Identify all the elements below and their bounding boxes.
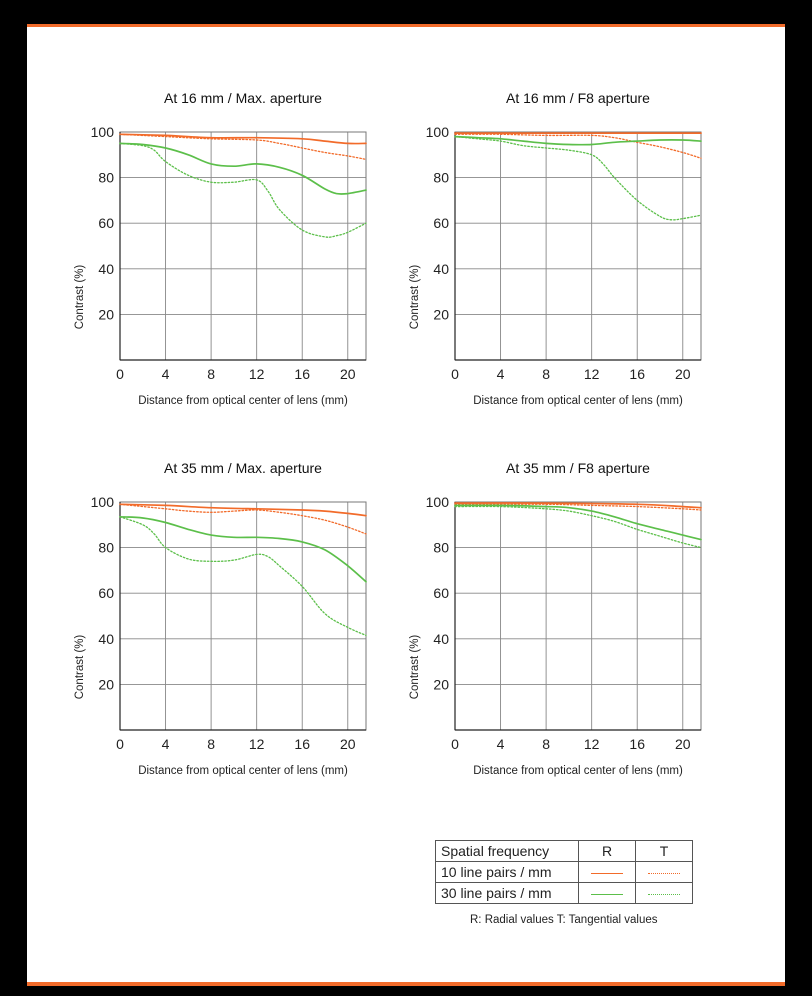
x-tick-label: 8 — [207, 736, 215, 752]
series-line-t10 — [119, 133, 367, 161]
chart-panel-3: At 35 mm / Max. aperture 0 4 8 12 16 20 20 40 60 8… — [74, 460, 367, 777]
chart-title: At 35 mm / F8 aperture — [506, 460, 650, 476]
chart-panel-1: At 16 mm / Max. aperture 0 4 8 12 16 20 20 40 60 8… — [74, 90, 367, 407]
swatch-t10 — [648, 872, 680, 874]
x-tick-label: 12 — [584, 366, 600, 382]
x-tick-label: 0 — [451, 366, 459, 382]
x-tick-label: 16 — [294, 736, 310, 752]
x-tick-label: 4 — [497, 366, 505, 382]
legend-header-label: Spatial frequency — [435, 840, 579, 862]
legend-row-10lp: 10 line pairs / mm — [435, 861, 693, 883]
plot-frame — [119, 131, 367, 361]
y-tick-label: 80 — [98, 540, 114, 556]
legend-swatch-r10 — [578, 861, 636, 883]
y-tick-label: 100 — [426, 494, 450, 510]
x-tick-label: 16 — [629, 736, 645, 752]
x-tick-label: 12 — [249, 736, 265, 752]
series-line-r30 — [454, 135, 702, 146]
y-axis-label: Contrast (%) — [74, 265, 86, 330]
y-tick-label: 60 — [98, 585, 114, 601]
y-tick-label: 20 — [433, 306, 449, 322]
x-tick-label: 8 — [207, 366, 215, 382]
x-tick-label: 16 — [629, 366, 645, 382]
x-tick-label: 16 — [294, 366, 310, 382]
legend-note: R: Radial values T: Tangential values — [470, 914, 658, 926]
series-line-r30 — [454, 504, 702, 541]
y-tick-label: 80 — [98, 170, 114, 186]
y-tick-label: 100 — [91, 494, 115, 510]
y-axis-label: Contrast (%) — [409, 265, 421, 330]
y-tick-label: 80 — [433, 540, 449, 556]
legend-swatch-r30 — [578, 882, 636, 904]
x-axis-label: Distance from optical center of lens (mm… — [473, 395, 683, 407]
y-tick-label: 60 — [433, 585, 449, 601]
series-line-t10 — [119, 503, 367, 535]
x-tick-label: 0 — [451, 736, 459, 752]
x-tick-label: 20 — [675, 366, 691, 382]
series-line-r10 — [454, 502, 702, 509]
legend-label-30lp: 30 line pairs / mm — [435, 882, 579, 904]
x-tick-label: 12 — [584, 736, 600, 752]
y-tick-label: 80 — [433, 170, 449, 186]
x-tick-label: 12 — [249, 366, 265, 382]
x-axis-label: Distance from optical center of lens (mm… — [138, 395, 348, 407]
series-line-t30 — [454, 135, 702, 221]
series-line-r10 — [119, 133, 367, 145]
chart-title: At 35 mm / Max. aperture — [164, 460, 322, 476]
x-tick-label: 4 — [497, 736, 505, 752]
legend-header-row: Spatial frequency R T — [435, 840, 693, 862]
y-tick-label: 20 — [433, 676, 449, 692]
swatch-t30 — [648, 893, 680, 895]
x-axis-label: Distance from optical center of lens (mm… — [473, 765, 683, 777]
y-tick-label: 60 — [433, 215, 449, 231]
y-tick-label: 40 — [98, 261, 114, 277]
legend-swatch-t30 — [635, 882, 693, 904]
x-tick-label: 4 — [162, 366, 170, 382]
x-tick-label: 0 — [116, 736, 124, 752]
series-line-t30 — [454, 505, 702, 549]
legend-row-30lp: 30 line pairs / mm — [435, 882, 693, 904]
y-tick-label: 20 — [98, 676, 114, 692]
legend-swatch-t10 — [635, 861, 693, 883]
series-line-r30 — [119, 142, 367, 195]
legend-label-10lp: 10 line pairs / mm — [435, 861, 579, 883]
y-tick-label: 40 — [433, 631, 449, 647]
legend-col-r: R — [578, 840, 636, 862]
legend-table: Spatial frequency R T 10 line pairs / mm… — [435, 840, 693, 904]
series-line-t30 — [119, 516, 367, 637]
plot-frame — [454, 131, 702, 361]
swatch-r30 — [591, 893, 623, 895]
legend-col-t: T — [635, 840, 693, 862]
y-axis-label: Contrast (%) — [409, 635, 421, 700]
x-axis-label: Distance from optical center of lens (mm… — [138, 765, 348, 777]
x-tick-label: 20 — [340, 736, 356, 752]
chart-panel-2: At 16 mm / F8 aperture 0 4 8 12 16 20 20 40 60 80 1… — [409, 90, 702, 407]
y-tick-label: 40 — [98, 631, 114, 647]
series-line-r30 — [119, 515, 367, 583]
chart-panel-4: At 35 mm / F8 aperture 0 4 8 12 16 20 20 40 60 80 1… — [409, 460, 702, 777]
y-tick-label: 100 — [426, 124, 450, 140]
y-tick-label: 100 — [91, 124, 115, 140]
x-tick-label: 8 — [542, 736, 550, 752]
x-tick-label: 20 — [675, 736, 691, 752]
y-tick-label: 20 — [98, 306, 114, 322]
series-line-t30 — [119, 142, 367, 238]
chart-title: At 16 mm / Max. aperture — [164, 90, 322, 106]
series-line-t10 — [454, 503, 702, 511]
x-tick-label: 8 — [542, 366, 550, 382]
plot-frame — [454, 501, 702, 731]
x-tick-label: 4 — [162, 736, 170, 752]
x-tick-label: 0 — [116, 366, 124, 382]
series-line-t10 — [454, 133, 702, 159]
x-tick-label: 20 — [340, 366, 356, 382]
y-tick-label: 60 — [98, 215, 114, 231]
swatch-r10 — [591, 872, 623, 874]
y-tick-label: 40 — [433, 261, 449, 277]
y-axis-label: Contrast (%) — [74, 635, 86, 700]
chart-title: At 16 mm / F8 aperture — [506, 90, 650, 106]
series-line-r10 — [119, 503, 367, 517]
